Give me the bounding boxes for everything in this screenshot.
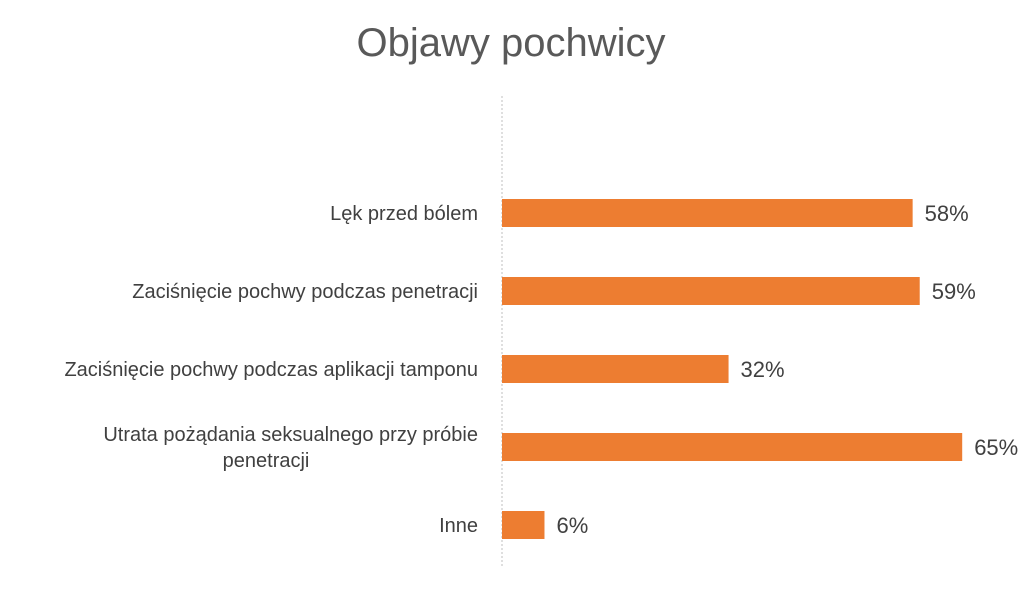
- bars-layer: [502, 199, 963, 539]
- category-label: Zaciśnięcie pochwy podczas aplikacji tam…: [64, 359, 478, 381]
- category-label: Lęk przed bólem: [330, 203, 478, 225]
- category-label: Inne: [439, 515, 478, 537]
- category-label: Zaciśnięcie pochwy podczas penetracji: [132, 281, 478, 303]
- bar: [502, 355, 729, 383]
- data-label: 58%: [925, 201, 969, 226]
- data-label: 6%: [556, 513, 588, 538]
- data-label: 59%: [932, 279, 976, 304]
- category-labels-layer: Lęk przed bólem Zaciśnięcie pochwy podcza…: [64, 203, 478, 537]
- data-label: 32%: [741, 357, 785, 382]
- bar: [502, 433, 963, 461]
- bar: [502, 277, 920, 305]
- value-labels-layer: 58% 59% 32% 65% 6%: [556, 201, 1018, 538]
- bar: [502, 511, 545, 539]
- category-label: Utrata pożądania seksualnego przy próbie…: [103, 424, 478, 472]
- bar: [502, 199, 913, 227]
- chart-title: Objawy pochwicy: [356, 21, 665, 65]
- data-label: 65%: [974, 435, 1018, 460]
